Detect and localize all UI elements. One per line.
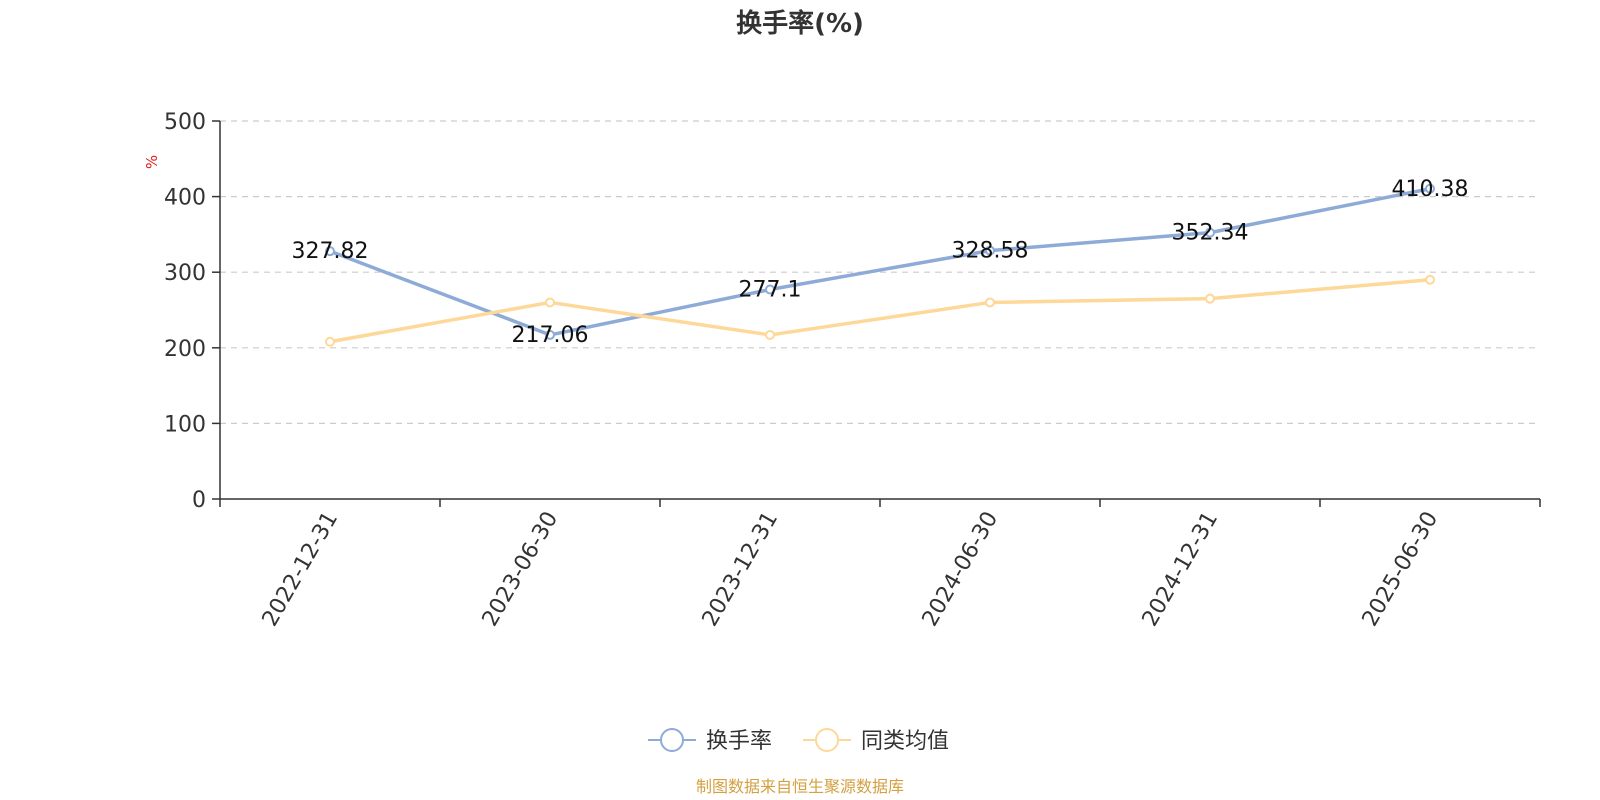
y-tick-label: 300	[164, 261, 206, 286]
series-point	[765, 284, 775, 295]
x-tick-label: 2023-12-31	[698, 508, 784, 631]
series-point	[325, 246, 335, 257]
y-tick-label: 400	[164, 186, 206, 211]
y-tick-label: 500	[164, 110, 206, 135]
legend-marker-icon	[815, 728, 839, 752]
grid-lines	[220, 120, 1540, 424]
series-lines	[325, 183, 1435, 347]
series-line-2	[328, 278, 1432, 344]
series-line-1	[328, 187, 1432, 337]
chart-title: 换手率(%)	[736, 8, 864, 39]
series-point	[1205, 293, 1215, 304]
legend-item-2[interactable]: 同类均值	[803, 728, 949, 754]
legend[interactable]: 换手率 同类均值	[648, 728, 949, 754]
legend-label: 同类均值	[861, 729, 949, 754]
x-tick-label: 2024-06-30	[918, 508, 1004, 631]
series-point	[985, 245, 995, 256]
data-label: 217.06	[512, 323, 589, 348]
x-tick-label: 2024-12-31	[1138, 508, 1224, 631]
series-point	[545, 297, 555, 308]
x-tick-label: 2023-06-30	[478, 508, 564, 631]
source-note: 制图数据来自恒生聚源数据库	[696, 777, 904, 796]
data-label: 277.1	[739, 278, 802, 303]
axes: 0 100 200 300 400 500 2022-12-31 2023-06-30 2023…	[164, 110, 1541, 631]
series-point	[545, 329, 555, 340]
series-point	[1425, 183, 1435, 194]
data-label: 352.34	[1172, 221, 1249, 246]
data-labels: 327.82 217.06 277.1 328.58 352.34 410.38	[292, 177, 1469, 348]
legend-marker-icon	[660, 728, 684, 752]
legend-label: 换手率	[706, 729, 772, 754]
x-tick-label: 2025-06-30	[1358, 508, 1444, 631]
y-tick-label: 0	[192, 488, 206, 513]
series-point	[985, 297, 995, 308]
y-tick-label: 200	[164, 337, 206, 362]
data-label: 327.82	[292, 239, 369, 264]
series-point	[765, 329, 775, 340]
legend-item-1[interactable]: 换手率	[648, 728, 772, 754]
y-tick-label: 100	[164, 412, 206, 437]
series-point	[1205, 227, 1215, 238]
data-label: 410.38	[1392, 177, 1469, 202]
data-label: 328.58	[952, 239, 1029, 264]
series-point	[1425, 274, 1435, 285]
series-point	[325, 336, 335, 347]
x-tick-label: 2022-12-31	[258, 508, 344, 631]
y-axis-unit-label: %	[143, 155, 161, 169]
